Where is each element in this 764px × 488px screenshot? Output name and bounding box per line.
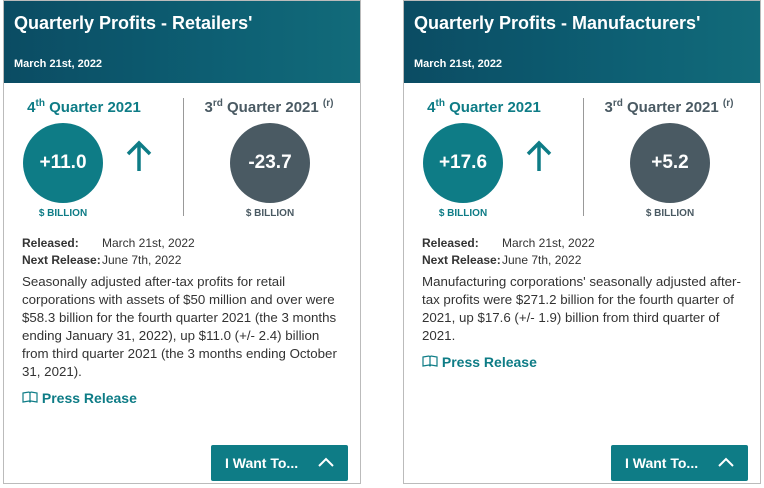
- revised-note: (r): [322, 98, 334, 109]
- menu-button[interactable]: I Want To...: [611, 445, 748, 481]
- revised-note: (r): [722, 98, 734, 109]
- press-release-link[interactable]: Press Release: [22, 389, 347, 407]
- value-circle: +11.0: [23, 123, 103, 203]
- value: +11.0: [39, 152, 87, 173]
- card-title: Quarterly Profits - Retailers': [14, 13, 253, 33]
- quarter-text: Quarter 2021: [49, 99, 141, 116]
- menu-button[interactable]: I Want To...: [211, 445, 348, 481]
- unit: $ BILLION: [438, 208, 488, 219]
- quarter-text: Quarter 2021: [227, 99, 319, 116]
- quarter-label: 4th Quarter 2021: [404, 98, 564, 116]
- press-release-link[interactable]: Press Release: [422, 353, 747, 371]
- link-text: Press Release: [441, 354, 537, 370]
- book-icon: [22, 391, 38, 403]
- released-row: Released: March 21st, 2022: [422, 236, 595, 250]
- quarter-label: 3rd Quarter 2021 (r): [589, 98, 749, 116]
- quarter-text: Quarter 2021: [449, 99, 541, 116]
- card-title: Quarterly Profits - Manufacturers': [414, 13, 701, 33]
- quarter-suffix: th: [435, 98, 445, 109]
- released-date: March 21st, 2022: [502, 236, 595, 250]
- card-date: March 21st, 2022: [414, 58, 503, 70]
- quarter-label: 3rd Quarter 2021 (r): [189, 98, 349, 116]
- label: Next Release:: [422, 253, 501, 267]
- value-circle: -23.7: [230, 123, 310, 203]
- quarter-number: 4: [427, 99, 436, 116]
- quarter-number: 3: [204, 99, 213, 116]
- chevron-up: [718, 457, 734, 467]
- label: Released:: [422, 236, 479, 250]
- value: +5.2: [651, 152, 689, 173]
- quarter-number: 4: [27, 99, 36, 116]
- chevron-up: [318, 457, 334, 467]
- card: Quarterly Profits - Manufacturers' March…: [403, 0, 761, 484]
- description: Manufacturing corporations' seasonally a…: [422, 274, 741, 343]
- up-arrow: [126, 140, 152, 171]
- next-date: June 7th, 2022: [502, 253, 582, 267]
- unit: $ BILLION: [245, 208, 295, 219]
- button-text: I Want To...: [625, 455, 699, 471]
- next-date: June 7th, 2022: [102, 253, 182, 267]
- value: -23.7: [248, 152, 292, 173]
- quarter-suffix: rd: [212, 98, 223, 109]
- released-date: March 21st, 2022: [102, 236, 195, 250]
- value-circle: +5.2: [630, 123, 710, 203]
- description: Seasonally adjusted after-tax profits fo…: [22, 274, 337, 379]
- released-row: Released: March 21st, 2022: [22, 236, 195, 250]
- divider: [583, 98, 584, 216]
- quarter-suffix: th: [35, 98, 45, 109]
- book-icon: [422, 355, 438, 367]
- label: Released:: [22, 236, 79, 250]
- card-header: Quarterly Profits - Retailers' March 21s…: [4, 1, 360, 83]
- value-circle: +17.6: [423, 123, 503, 203]
- quarter-text: Quarter 2021: [627, 99, 719, 116]
- card: Quarterly Profits - Retailers' March 21s…: [3, 0, 361, 484]
- unit: $ BILLION: [38, 208, 88, 219]
- next-row: Next Release:June 7th, 2022: [22, 253, 181, 267]
- quarter-suffix: rd: [612, 98, 623, 109]
- up-arrow: [526, 140, 552, 171]
- link-text: Press Release: [41, 390, 137, 406]
- card-header: Quarterly Profits - Manufacturers' March…: [404, 1, 760, 83]
- card-date: March 21st, 2022: [14, 58, 103, 70]
- label: Next Release:: [22, 253, 101, 267]
- value: +17.6: [438, 152, 488, 173]
- divider: [183, 98, 184, 216]
- description-block: Manufacturing corporations' seasonally a…: [422, 273, 747, 371]
- quarter-number: 3: [604, 99, 613, 116]
- next-row: Next Release:June 7th, 2022: [422, 253, 581, 267]
- quarter-label: 4th Quarter 2021: [4, 98, 164, 116]
- description-block: Seasonally adjusted after-tax profits fo…: [22, 273, 347, 407]
- button-text: I Want To...: [225, 455, 299, 471]
- unit: $ BILLION: [645, 208, 695, 219]
